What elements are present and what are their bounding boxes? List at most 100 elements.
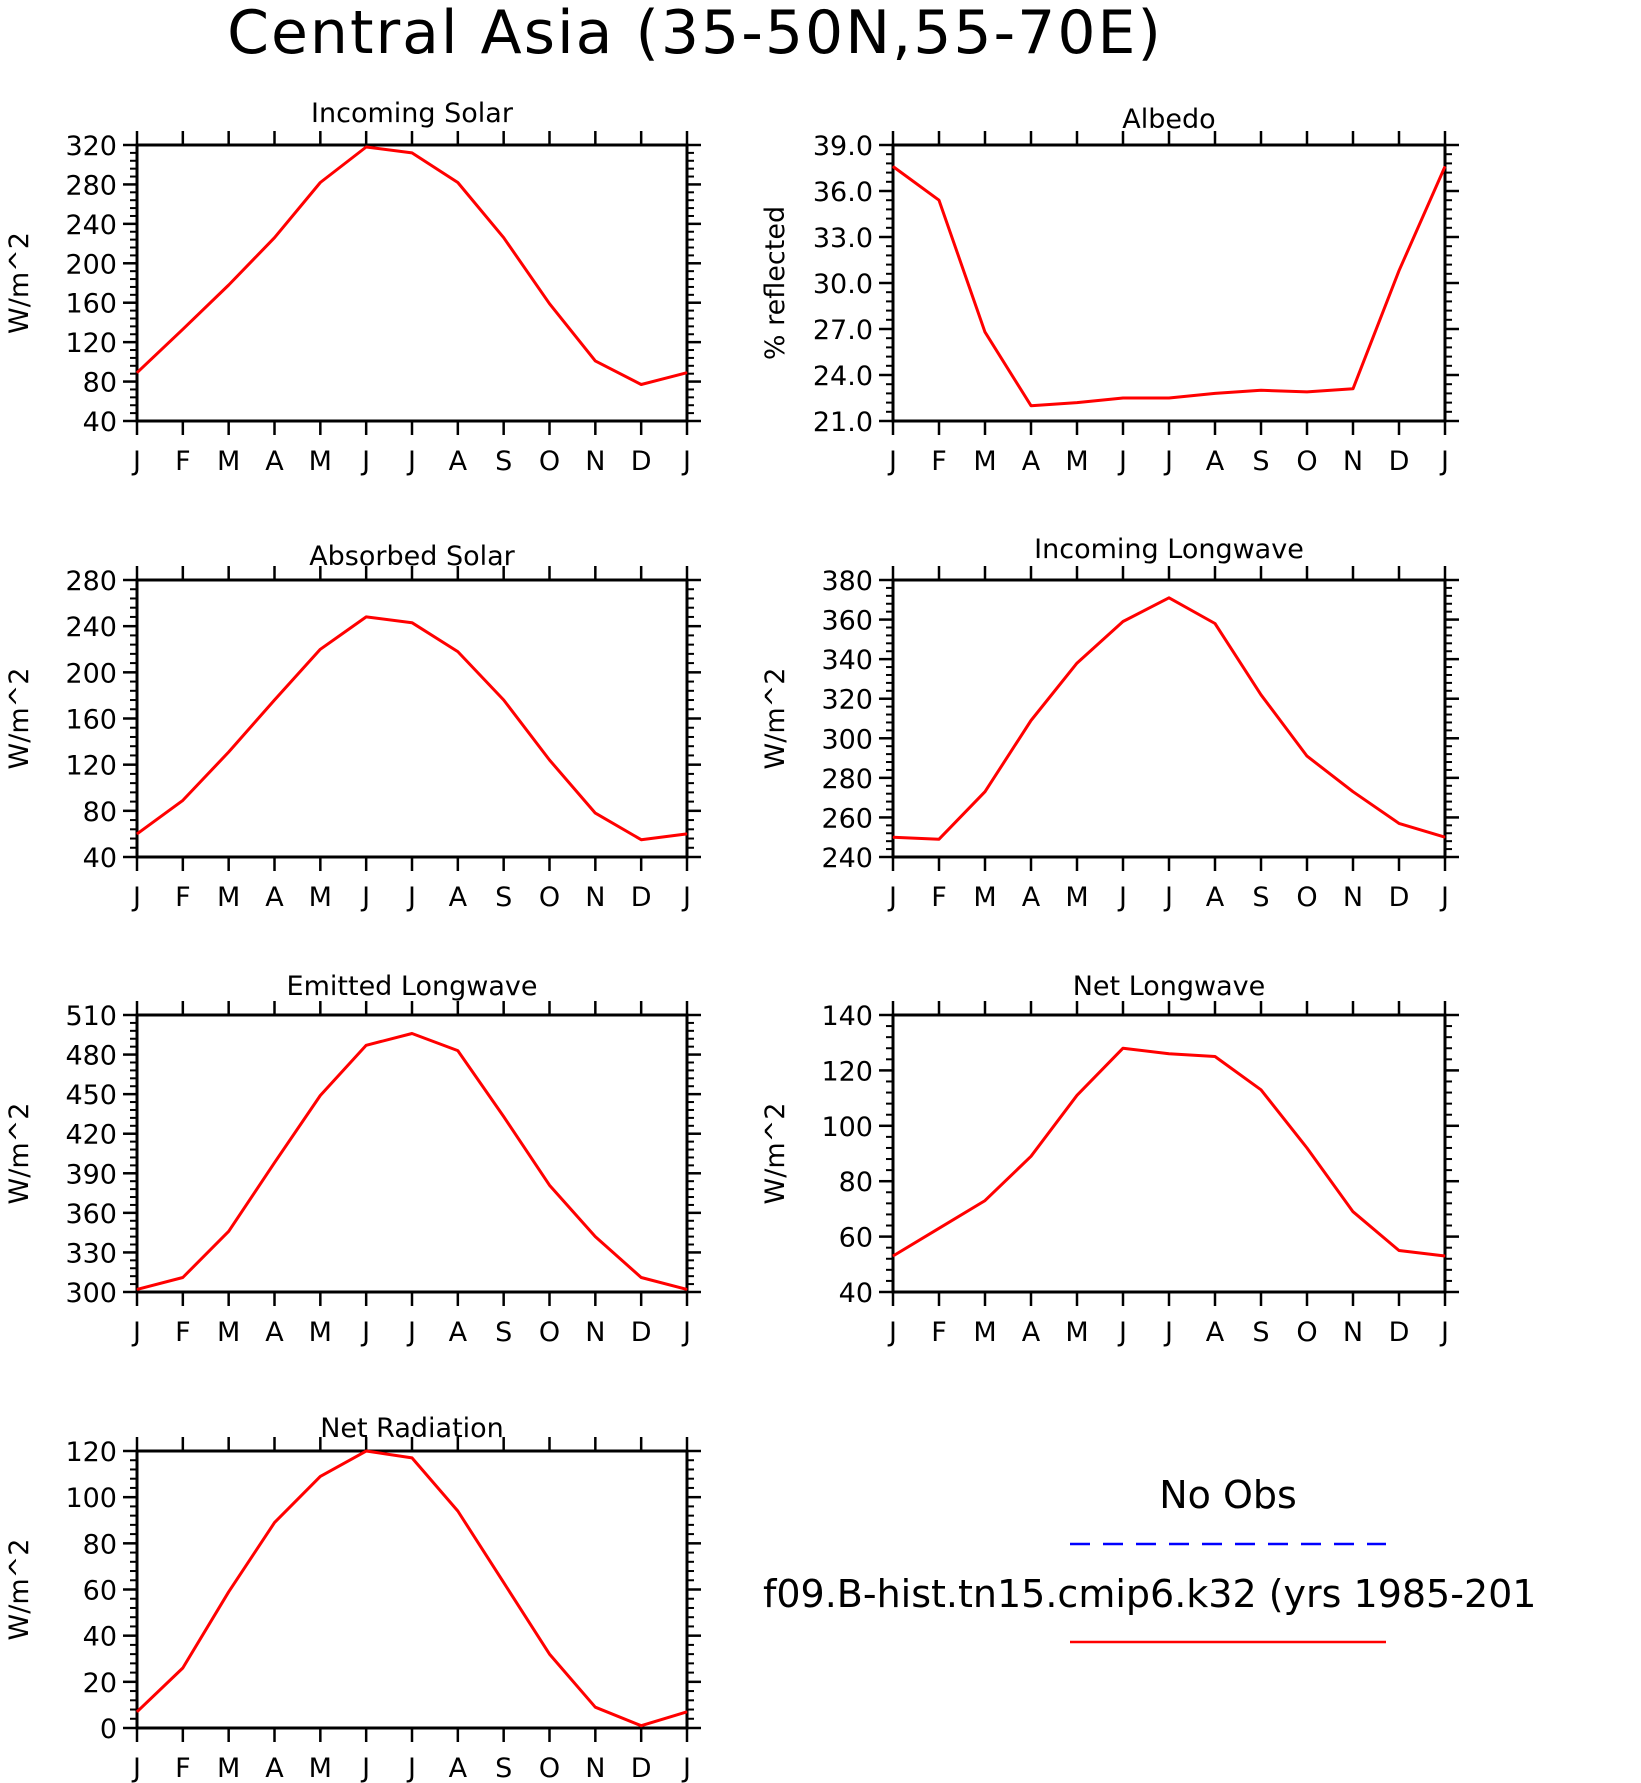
x-tick-label: J <box>681 1753 691 1783</box>
data-point <box>274 1522 275 1524</box>
x-tick-label: J <box>131 446 141 477</box>
x-tick-label: A <box>1206 882 1225 913</box>
legend-model-label: f09.B-hist.tn15.cmip6.k32 (yrs 1985-201 <box>763 1572 1536 1616</box>
x-tick-label: A <box>265 446 284 477</box>
y-axis-label: W/m^2 <box>4 232 35 334</box>
x-tick-label: A <box>265 1753 284 1783</box>
data-point <box>274 237 275 239</box>
y-tick-label: 60 <box>839 1223 873 1254</box>
x-tick-label: N <box>585 446 605 477</box>
data-point <box>1260 1089 1262 1091</box>
y-tick-label: 390 <box>65 1159 117 1190</box>
data-point <box>892 1255 894 1257</box>
data-point <box>1030 1155 1032 1157</box>
y-tick-label: 300 <box>65 1278 117 1309</box>
y-axis-label: % reflected <box>760 206 791 360</box>
legend-obs-label: No Obs <box>1159 1473 1297 1517</box>
y-tick-label: 80 <box>83 1529 117 1560</box>
x-tick-label: J <box>887 446 897 477</box>
data-point <box>1306 1147 1308 1149</box>
x-tick-label: O <box>539 1753 560 1783</box>
y-tick-label: 160 <box>65 289 117 320</box>
y-tick-label: 40 <box>839 1278 873 1309</box>
x-tick-label: M <box>973 446 996 477</box>
data-point <box>640 839 642 841</box>
data-point <box>1030 405 1032 407</box>
x-tick-label: M <box>309 1317 332 1348</box>
x-tick-label: M <box>217 1753 240 1783</box>
data-point <box>1352 791 1354 793</box>
y-tick-label: 320 <box>65 131 117 162</box>
x-tick-label: J <box>360 1753 370 1783</box>
x-tick-label: S <box>495 1753 512 1783</box>
y-axis-label: W/m^2 <box>760 1103 791 1205</box>
series-line-model <box>892 165 1447 408</box>
x-tick-label: F <box>931 1317 947 1348</box>
main-title: Central Asia (35-50N,55-70E) <box>227 0 1163 68</box>
x-tick-label: N <box>1343 1317 1363 1348</box>
y-tick-label: 0 <box>100 1714 117 1745</box>
data-point <box>594 360 596 362</box>
data-point <box>1444 1255 1446 1257</box>
data-point <box>549 759 550 761</box>
x-tick-label: D <box>631 1317 652 1348</box>
data-point <box>984 1200 986 1202</box>
x-tick-label: S <box>495 1317 512 1348</box>
series-line-model <box>136 1032 688 1291</box>
y-axis-label: W/m^2 <box>4 1539 35 1641</box>
data-point <box>938 199 940 201</box>
x-tick-label: F <box>175 446 191 477</box>
data-point <box>686 1288 688 1290</box>
panel-title: Emitted Longwave <box>287 971 538 1002</box>
x-tick-label: F <box>931 446 947 477</box>
y-tick-label: 120 <box>65 1437 117 1468</box>
x-tick-label: J <box>1163 1317 1173 1348</box>
data-point <box>1398 1249 1400 1251</box>
plot-frame <box>135 1013 689 1294</box>
data-point <box>411 152 413 154</box>
data-point <box>365 616 367 618</box>
y-tick-label: 480 <box>65 1041 117 1072</box>
x-tick-label: J <box>1163 882 1173 913</box>
x-tick-label: O <box>1296 446 1317 477</box>
data-point <box>1352 388 1354 390</box>
data-point <box>1214 392 1216 394</box>
x-tick-label: J <box>1117 882 1127 913</box>
data-point <box>640 1725 642 1727</box>
y-tick-label: 39.0 <box>813 131 873 162</box>
y-tick-label: 40 <box>83 1622 117 1653</box>
data-point <box>594 812 596 814</box>
y-tick-label: 140 <box>821 1001 873 1032</box>
x-tick-label: F <box>175 1317 191 1348</box>
x-tick-label: A <box>1022 1317 1041 1348</box>
data-point <box>228 1591 230 1593</box>
data-point <box>1260 694 1262 696</box>
data-point <box>1168 397 1170 399</box>
x-tick-label: D <box>631 446 652 477</box>
x-tick-label: D <box>631 882 652 913</box>
y-tick-label: 40 <box>83 407 117 438</box>
y-tick-label: 280 <box>65 170 117 201</box>
y-tick-label: 80 <box>83 368 117 399</box>
y-tick-label: 420 <box>65 1120 117 1151</box>
plot-frame <box>891 143 1447 423</box>
data-point <box>1214 623 1216 625</box>
series-line-model <box>892 1046 1446 1258</box>
x-tick-label: N <box>585 1753 605 1783</box>
data-point <box>938 1227 940 1229</box>
x-tick-label: J <box>1117 446 1127 477</box>
x-tick-label: J <box>131 1317 141 1348</box>
y-tick-label: 330 <box>65 1238 117 1269</box>
x-tick-label: D <box>1389 1317 1410 1348</box>
data-point <box>228 751 230 753</box>
data-point <box>984 791 986 793</box>
y-tick-label: 100 <box>821 1112 873 1143</box>
x-tick-label: J <box>887 1317 897 1348</box>
data-point <box>319 648 321 650</box>
x-tick-label: A <box>449 446 468 477</box>
panel-4: Emitted Longwave 300 330 360 390 420 450 480 510… <box>4 971 701 1348</box>
y-tick-label: 300 <box>821 724 873 755</box>
